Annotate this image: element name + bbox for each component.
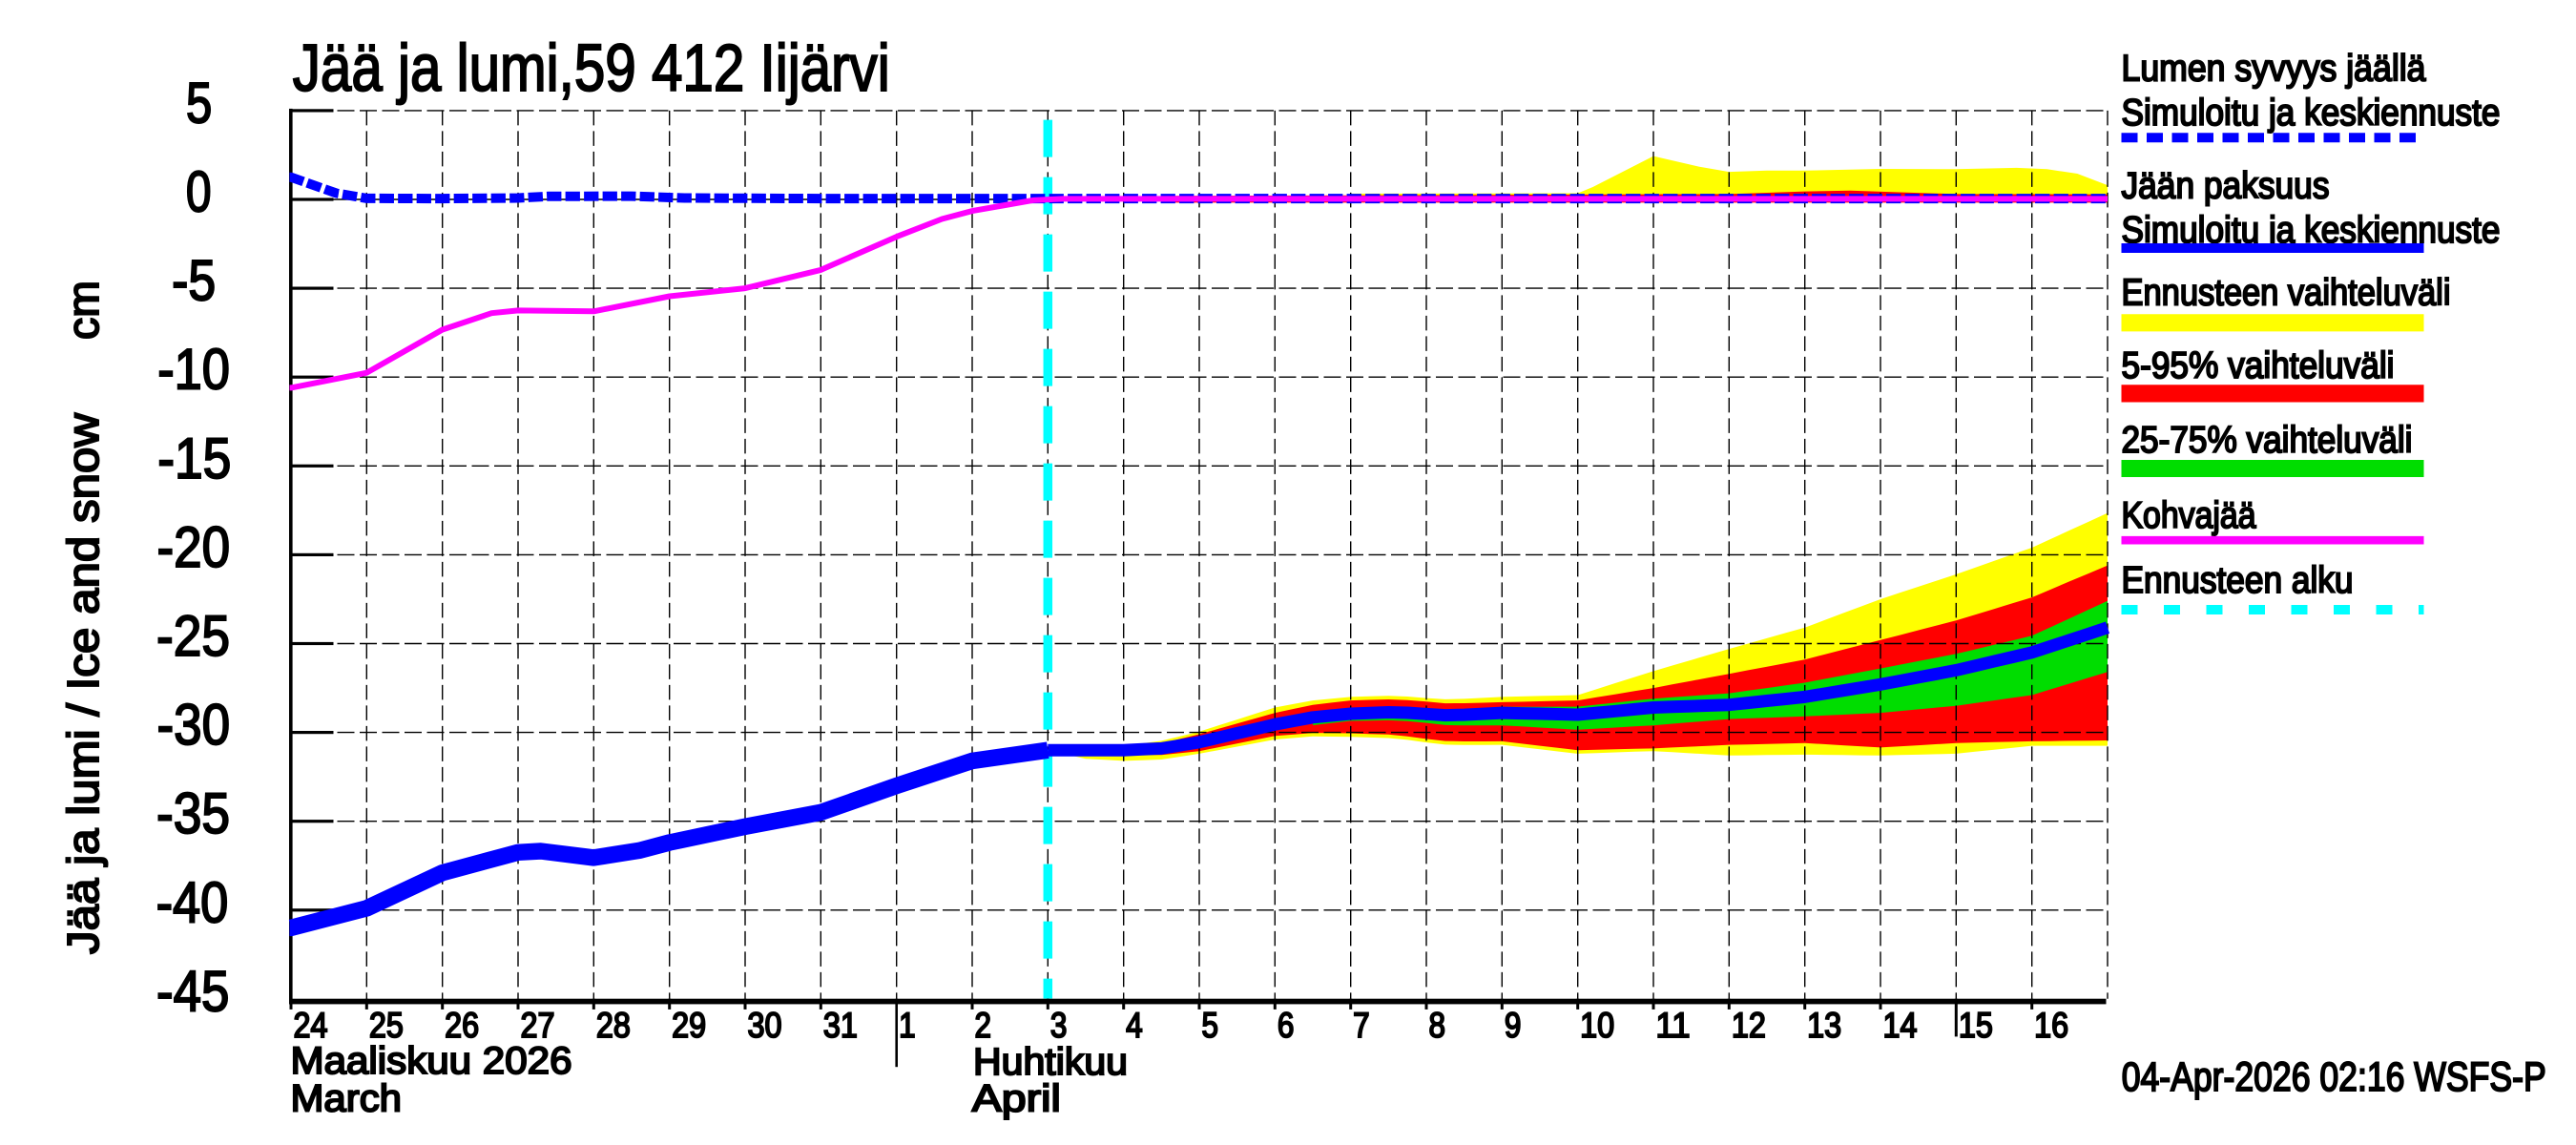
svg-text:5-95% vaihteluväli: 5-95% vaihteluväli	[2122, 345, 2395, 386]
svg-text:28: 28	[596, 1006, 631, 1045]
svg-text:25: 25	[369, 1006, 404, 1045]
svg-text:April: April	[972, 1078, 1061, 1120]
svg-text:5: 5	[186, 71, 212, 135]
svg-text:10: 10	[1580, 1006, 1614, 1045]
svg-text:Jää ja lumi,59 412 Iijärvi: Jää ja lumi,59 412 Iijärvi	[293, 31, 890, 105]
svg-text:25-75% vaihteluväli: 25-75% vaihteluväli	[2122, 420, 2413, 461]
svg-text:1: 1	[899, 1006, 916, 1045]
svg-text:27: 27	[520, 1006, 554, 1045]
svg-text:Ennusteen vaihteluväli: Ennusteen vaihteluväli	[2122, 273, 2451, 314]
svg-text:29: 29	[672, 1006, 706, 1045]
svg-text:Jään paksuus: Jään paksuus	[2122, 166, 2330, 207]
svg-text:Ennusteen alku: Ennusteen alku	[2122, 560, 2354, 601]
svg-text:Maaliskuu 2026: Maaliskuu 2026	[291, 1040, 572, 1082]
svg-text:Huhtikuu: Huhtikuu	[973, 1041, 1128, 1083]
svg-text:30: 30	[747, 1006, 781, 1045]
svg-text:12: 12	[1732, 1006, 1766, 1045]
svg-text:9: 9	[1505, 1006, 1522, 1045]
svg-text:-40: -40	[156, 870, 229, 934]
svg-text:Simuloitu ja keskiennuste: Simuloitu ja keskiennuste	[2122, 93, 2501, 134]
svg-text:13: 13	[1807, 1006, 1841, 1045]
svg-text:0: 0	[186, 160, 212, 224]
svg-text:3: 3	[1050, 1006, 1068, 1045]
svg-text:04-Apr-2026 02:16 WSFS-P: 04-Apr-2026 02:16 WSFS-P	[2122, 1054, 2546, 1100]
svg-text:cm: cm	[58, 281, 108, 340]
svg-text:Kohvajää: Kohvajää	[2122, 495, 2257, 536]
svg-text:2: 2	[974, 1006, 991, 1045]
svg-text:8: 8	[1428, 1006, 1445, 1045]
svg-text:-10: -10	[157, 338, 230, 402]
svg-text:6: 6	[1278, 1006, 1295, 1045]
svg-text:-15: -15	[157, 427, 231, 490]
svg-text:5: 5	[1201, 1006, 1218, 1045]
svg-text:11: 11	[1655, 1006, 1690, 1045]
svg-text:-30: -30	[157, 693, 231, 757]
svg-text:-20: -20	[157, 515, 231, 579]
svg-text:15: 15	[1959, 1006, 1993, 1045]
svg-text:26: 26	[445, 1006, 479, 1045]
svg-text:-5: -5	[172, 249, 216, 313]
svg-text:31: 31	[823, 1006, 858, 1045]
svg-text:March: March	[291, 1078, 403, 1120]
svg-text:14: 14	[1882, 1006, 1917, 1045]
svg-text:Jää ja lumi / Ice and snow: Jää ja lumi / Ice and snow	[58, 412, 108, 954]
svg-text:-35: -35	[156, 781, 230, 845]
svg-text:-45: -45	[156, 959, 229, 1023]
svg-text:-25: -25	[156, 604, 230, 668]
svg-text:4: 4	[1126, 1006, 1143, 1045]
svg-text:16: 16	[2034, 1006, 2068, 1045]
svg-text:7: 7	[1353, 1006, 1370, 1045]
svg-text:24: 24	[294, 1006, 328, 1045]
svg-text:Lumen syvyys jäällä: Lumen syvyys jäällä	[2122, 49, 2427, 90]
